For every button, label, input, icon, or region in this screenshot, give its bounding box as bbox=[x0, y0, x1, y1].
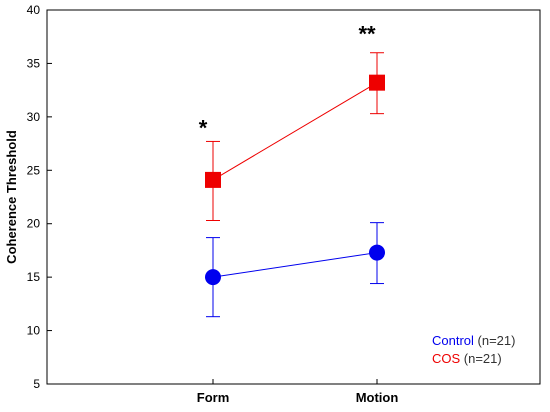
y-tick-label: 25 bbox=[27, 163, 41, 177]
plot-frame bbox=[46, 9, 541, 385]
legend-suffix: (n=21) bbox=[460, 351, 502, 366]
data-point-cos bbox=[369, 74, 385, 91]
significance-marker: ** bbox=[358, 22, 376, 47]
legend-suffix: (n=21) bbox=[474, 333, 516, 348]
x-category-label: Form bbox=[197, 390, 230, 405]
data-point-control bbox=[205, 269, 221, 286]
significance-marker: * bbox=[199, 116, 208, 141]
y-tick-label: 15 bbox=[27, 270, 41, 284]
plot-area: 5 10 15 20 25 30 35 40 Form Motion Coherence Thres… bbox=[4, 3, 541, 405]
y-tick-label: 35 bbox=[27, 56, 41, 70]
y-axis-title: Coherence Threshold bbox=[4, 130, 19, 264]
x-category-label: Motion bbox=[356, 390, 399, 405]
data-point-control bbox=[369, 244, 385, 261]
legend-entry-cos: COS (n=21) bbox=[432, 351, 502, 366]
y-tick-label: 5 bbox=[33, 377, 40, 391]
y-tick-label: 40 bbox=[27, 3, 41, 17]
data-point-cos bbox=[205, 171, 221, 188]
series-line-cos bbox=[212, 82, 378, 181]
legend-entry-control: Control (n=21) bbox=[432, 333, 515, 348]
y-tick-label: 10 bbox=[27, 324, 41, 338]
legend-name: COS bbox=[432, 351, 461, 366]
series-line-control bbox=[212, 252, 378, 278]
y-tick-label: 30 bbox=[27, 110, 41, 124]
legend-name: Control bbox=[432, 333, 474, 348]
y-tick-label: 20 bbox=[27, 217, 41, 231]
